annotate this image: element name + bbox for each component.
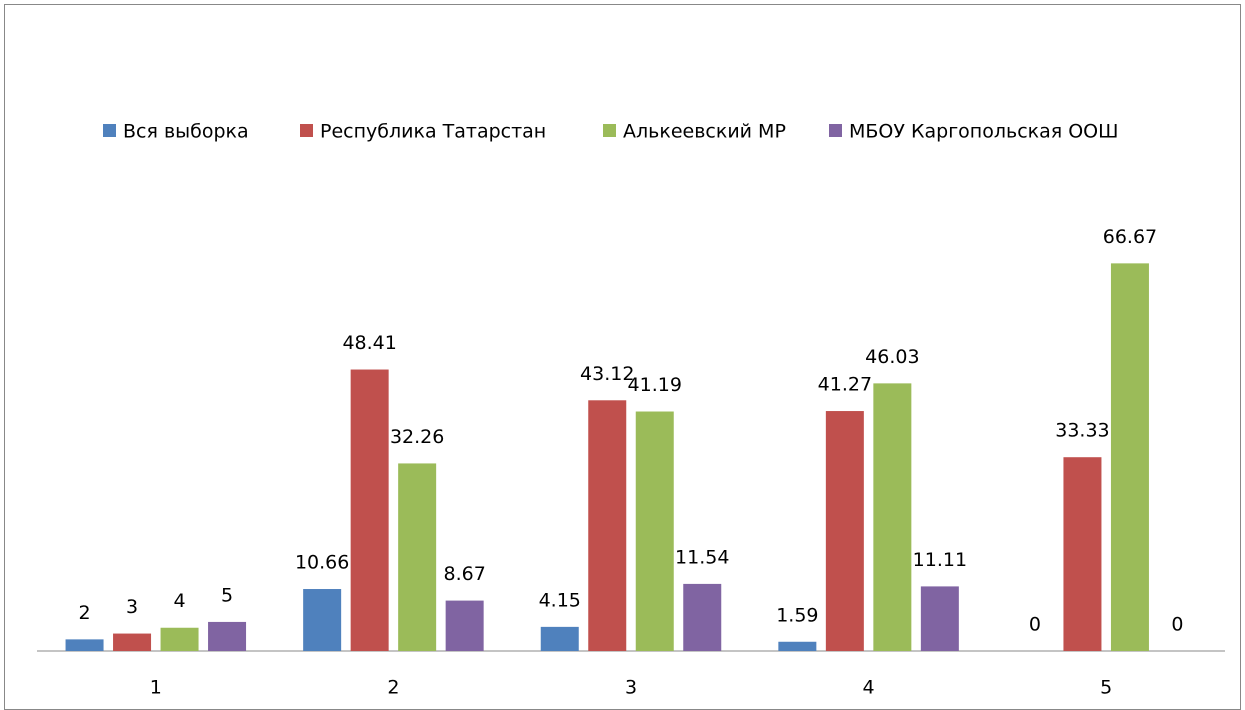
data-label: 2 — [79, 602, 91, 624]
data-label: 1.59 — [776, 604, 818, 626]
data-label: 66.67 — [1103, 226, 1157, 248]
bar — [778, 641, 817, 651]
legend-swatch — [103, 124, 116, 137]
bar — [65, 639, 104, 651]
data-label: 43.12 — [580, 363, 634, 385]
bar — [540, 626, 579, 651]
data-label: 3 — [126, 596, 138, 618]
bar — [160, 627, 199, 651]
bar — [398, 463, 437, 651]
bar — [825, 411, 864, 651]
legend-swatch — [300, 124, 313, 137]
data-label: 0 — [1171, 614, 1183, 636]
bar — [588, 400, 627, 651]
data-label: 32.26 — [390, 426, 444, 448]
bar — [873, 383, 912, 651]
x-tick-label: 5 — [1100, 677, 1112, 699]
x-tick-label: 3 — [625, 677, 637, 699]
legend-label: МБОУ Каргопольская ООШ — [849, 121, 1118, 143]
data-label: 11.11 — [913, 549, 967, 571]
bar — [1110, 263, 1149, 651]
bar — [445, 600, 484, 651]
bar — [113, 633, 152, 651]
data-label: 10.66 — [295, 552, 349, 574]
data-label: 4.15 — [539, 589, 581, 611]
x-tick-label: 1 — [150, 677, 162, 699]
data-label: 0 — [1029, 614, 1041, 636]
bar — [350, 369, 389, 651]
legend-label: Республика Татарстан — [320, 121, 546, 143]
data-label: 41.27 — [818, 374, 872, 396]
legend-swatch — [603, 124, 616, 137]
data-label: 46.03 — [865, 346, 919, 368]
data-label: 41.19 — [628, 374, 682, 396]
legend-swatch — [829, 124, 842, 137]
x-tick-label: 4 — [863, 677, 875, 699]
legend-label: Алькеевский МР — [623, 121, 786, 143]
data-label: 48.41 — [342, 332, 396, 354]
data-label: 4 — [174, 590, 186, 612]
bar — [920, 586, 959, 651]
x-tick-label: 2 — [387, 677, 399, 699]
legend-label: Вся выборка — [123, 121, 249, 143]
bar — [1063, 457, 1102, 651]
data-label: 11.54 — [675, 546, 729, 568]
bar — [683, 583, 722, 651]
bar — [208, 621, 247, 651]
bar — [303, 589, 342, 651]
bar — [635, 411, 674, 651]
data-label: 5 — [221, 584, 233, 606]
data-label: 33.33 — [1055, 420, 1109, 442]
data-label: 8.67 — [443, 563, 485, 585]
